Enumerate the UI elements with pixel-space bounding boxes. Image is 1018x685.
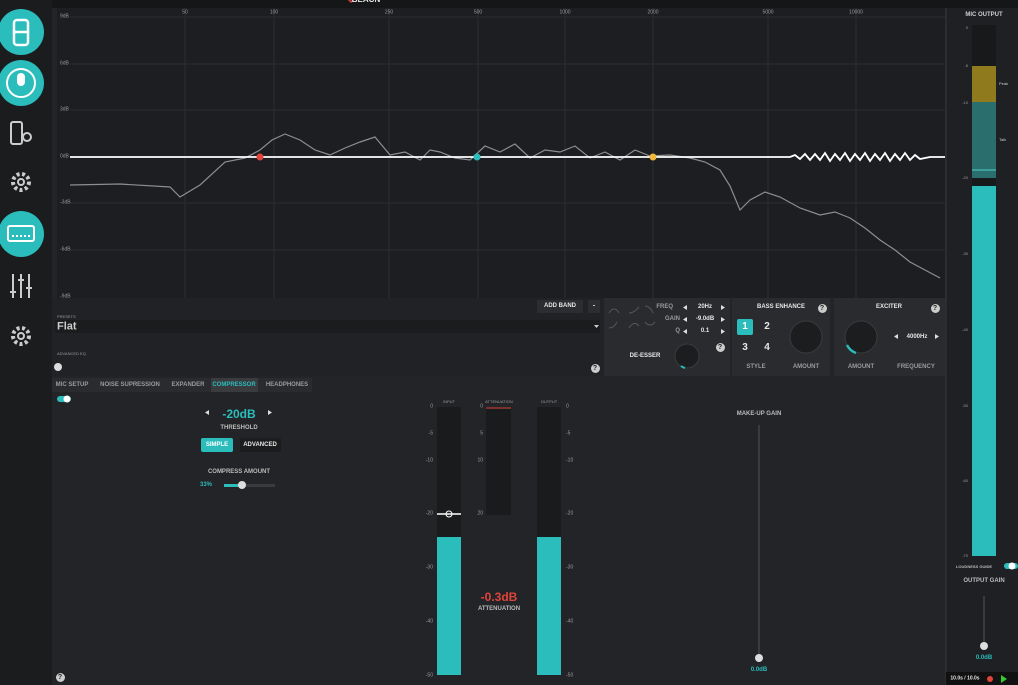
level-scale: -20 <box>425 510 433 517</box>
tabs[interactable]: NOISE SUPRESSION <box>100 382 160 388</box>
frequency: 4000Hz <box>906 334 928 340</box>
level-scale: -5 <box>566 430 571 437</box>
freq-label: FREQ <box>656 304 673 310</box>
level-scale: -10 <box>566 457 574 464</box>
timer: 10.0s / 10.0s <box>950 675 980 682</box>
scale: -60 <box>962 478 968 483</box>
scale: -30 <box>962 251 968 256</box>
freq-labels: 1000 <box>559 9 571 16</box>
level-scale: -10 <box>425 457 433 464</box>
freq-labels: 500 <box>473 9 483 16</box>
title: EXCITER <box>875 304 903 310</box>
db-labels: 0dB <box>60 153 69 160</box>
gain-label: GAIN <box>665 316 680 322</box>
modes[interactable]: SIMPLE <box>205 442 229 448</box>
level-scale: -20 <box>566 510 574 517</box>
level-scale: -40 <box>425 618 433 625</box>
level-scale: -40 <box>566 618 574 625</box>
freq-labels: 250 <box>384 9 394 16</box>
title: DE-ESSER <box>629 353 661 359</box>
output-gain: 0.0dB <box>975 655 993 661</box>
talk: Talk <box>999 137 1007 142</box>
output-label: OUTPUT <box>540 399 558 404</box>
scale: -10 <box>962 100 968 105</box>
peak: Peak <box>999 81 1009 86</box>
scale: -40 <box>962 327 968 332</box>
scale: -20 <box>962 175 968 180</box>
gain: -9.0dB <box>695 316 715 322</box>
style-label: STYLE <box>746 364 766 370</box>
styles[interactable]: 4 <box>764 342 770 353</box>
threshold-label: THRESHOLD <box>220 425 258 431</box>
help-button[interactable]: ? <box>817 303 827 313</box>
db-labels: -6dB <box>60 246 71 253</box>
remove-band[interactable]: - <box>592 302 596 310</box>
title: BASS ENHANCE <box>756 304 806 310</box>
level-scale: -5 <box>428 430 433 437</box>
level-scale: 0 <box>566 403 569 410</box>
advanced-eq: ADVANCED EQ <box>57 351 86 356</box>
help-button[interactable]: ? <box>715 342 725 352</box>
level-scale: -50 <box>566 672 574 679</box>
level-scale: -30 <box>425 564 433 571</box>
db-labels: 9dB <box>60 13 69 20</box>
freq-labels: 100 <box>269 9 279 16</box>
scale: -50 <box>962 403 968 408</box>
styles[interactable]: 2 <box>764 321 770 332</box>
threshold: -20dB <box>222 407 256 421</box>
styles[interactable]: 1 <box>742 321 748 332</box>
tabs[interactable]: MIC SETUP <box>55 382 89 388</box>
attenuation-caption: ATTENUATION <box>477 606 521 612</box>
scale: -5 <box>964 63 968 68</box>
loudness-guide: LOUDNESS GUIDE <box>955 564 993 569</box>
freq-labels: 5000 <box>762 9 774 16</box>
preset[interactable]: Flat <box>57 320 77 333</box>
amount-label: AMOUNT <box>847 364 875 370</box>
amount-label: COMPRESS AMOUNT <box>207 469 271 475</box>
attenuation: -0.3dB <box>480 590 518 604</box>
amount-label: AMOUNT <box>792 364 820 370</box>
help-button[interactable]: ? <box>930 303 940 313</box>
tabs[interactable]: EXPANDER <box>171 382 205 388</box>
makeup: 0.0dB <box>750 667 768 673</box>
attenuation-label: ATTENUATION <box>485 399 513 404</box>
freq: 20Hz <box>697 304 713 310</box>
db-labels: 3dB <box>60 106 69 113</box>
db-labels: -9dB <box>60 293 71 300</box>
tabs[interactable]: COMPRESSOR <box>212 382 256 388</box>
makeup-label: MAKE-UP GAIN <box>736 411 782 417</box>
attenuation-scale: 20 <box>477 510 483 517</box>
presets-label: PRESETS <box>57 314 76 319</box>
attenuation-scale: 5 <box>480 430 483 437</box>
logo: BEACN <box>352 0 380 4</box>
modes[interactable]: ADVANCED <box>243 442 277 448</box>
level-scale: 0 <box>430 403 433 410</box>
freq-labels: 10000 <box>849 9 863 16</box>
add-band[interactable]: ADD BAND <box>544 303 576 309</box>
title: MIC OUTPUT <box>965 12 1003 18</box>
tabs[interactable]: HEADPHONES <box>265 382 309 388</box>
attenuation-scale: 0 <box>480 403 483 410</box>
scale: -70 <box>962 553 968 558</box>
input-label: INPUT <box>443 399 455 404</box>
styles[interactable]: 3 <box>742 342 748 353</box>
freq-labels: 50 <box>182 9 188 16</box>
help-button[interactable]: ? <box>590 363 600 373</box>
scale: 0 <box>965 25 968 30</box>
freq-labels: 2000 <box>647 9 659 16</box>
q: 0.1 <box>700 328 710 334</box>
attenuation-scale: 10 <box>477 457 483 464</box>
amount: 33% <box>199 482 213 488</box>
frequency-label: FREQUENCY <box>897 364 935 370</box>
help-button[interactable]: ? <box>55 672 65 682</box>
db-labels: 6dB <box>60 60 69 67</box>
db-labels: -3dB <box>60 199 71 206</box>
level-scale: -50 <box>425 672 433 679</box>
q-label: Q <box>675 328 680 334</box>
level-scale: -30 <box>566 564 574 571</box>
output-gain-label: OUTPUT GAIN <box>963 578 1005 584</box>
